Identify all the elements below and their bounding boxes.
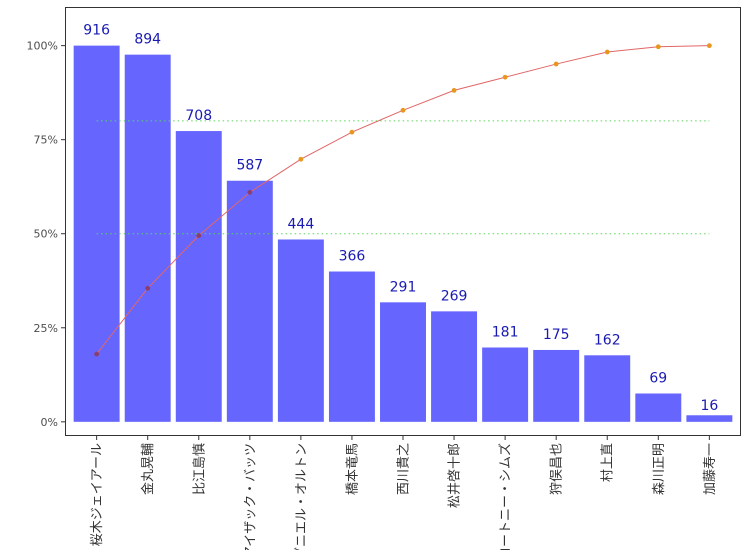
y-tick-label: 50% (34, 228, 58, 241)
y-tick-label: 100% (27, 40, 58, 53)
value-label: 269 (441, 288, 468, 304)
cumulative-point (298, 156, 304, 162)
value-label: 175 (543, 327, 570, 343)
bar (175, 131, 222, 422)
cumulative-point (145, 285, 151, 291)
x-tick-label: 森川正明 (652, 443, 667, 495)
bar (277, 239, 324, 422)
x-tick-label: 村上直 (601, 443, 616, 482)
bar (431, 311, 478, 422)
bar (124, 54, 171, 422)
cumulative-point (604, 49, 610, 55)
cumulative-point (94, 351, 100, 357)
value-label: 181 (492, 324, 519, 340)
cumulative-point (247, 189, 253, 195)
cumulative-point (196, 233, 202, 239)
value-label: 16 (700, 398, 718, 414)
value-label: 162 (594, 332, 621, 348)
cumulative-point (349, 129, 355, 135)
x-tick-label: 松井啓十郎 (448, 443, 463, 508)
x-tick-label: コートニー・シムズ (498, 443, 514, 550)
bar (686, 415, 733, 422)
bar (328, 271, 375, 422)
bar (635, 393, 682, 422)
cumulative-point (451, 87, 457, 93)
x-tick-label: 金丸晃輔 (140, 443, 156, 495)
x-tick-label: 橋本竜馬 (345, 443, 360, 495)
x-tick-label: 狩俣昌也 (550, 443, 565, 495)
bar (380, 302, 426, 422)
y-tick-label: 75% (34, 134, 58, 147)
plot-panel-border (65, 7, 741, 436)
bars-layer (73, 45, 733, 422)
bar (226, 180, 273, 422)
cumulative-point (400, 107, 406, 113)
value-label: 894 (134, 32, 161, 48)
cumulative-line-layer (94, 43, 712, 357)
value-label: 366 (339, 249, 366, 265)
cumulative-point (553, 61, 559, 67)
x-axis: 桜木ジェイアール 金丸晃輔 比江島慎 アイザック・バッツ ダニエル・オルトン 橋本竜馬 西川… (90, 436, 718, 555)
cumulative-point (706, 43, 712, 49)
value-label: 708 (185, 108, 212, 124)
value-label: 69 (649, 370, 667, 386)
value-label: 291 (390, 279, 417, 295)
y-tick-label: 0% (41, 416, 58, 429)
y-axis: 0% 25% 50% 75% 100% (27, 40, 65, 429)
value-label: 587 (236, 158, 263, 174)
value-label: 444 (288, 216, 315, 232)
bar (584, 355, 631, 422)
x-tick-label: 加藤寿一 (703, 443, 718, 495)
cumulative-point (655, 44, 661, 50)
x-tick-label: アイザック・バッツ (243, 443, 258, 550)
x-tick-label: 比江島慎 (192, 443, 207, 495)
value-labels-layer: 916 894 708 587 444 366 291 269 181 175 162 69 16 (83, 23, 718, 414)
cumulative-point (502, 74, 508, 80)
bar (482, 347, 529, 422)
x-tick-label: 桜木ジェイアール (90, 443, 105, 546)
x-tick-label: 西川貴之 (397, 443, 412, 495)
x-tick-label: ダニエル・オルトン (294, 443, 309, 550)
bar (533, 349, 580, 422)
value-label: 916 (83, 23, 110, 39)
y-tick-label: 25% (34, 322, 58, 335)
reference-lines-layer (96, 120, 710, 235)
